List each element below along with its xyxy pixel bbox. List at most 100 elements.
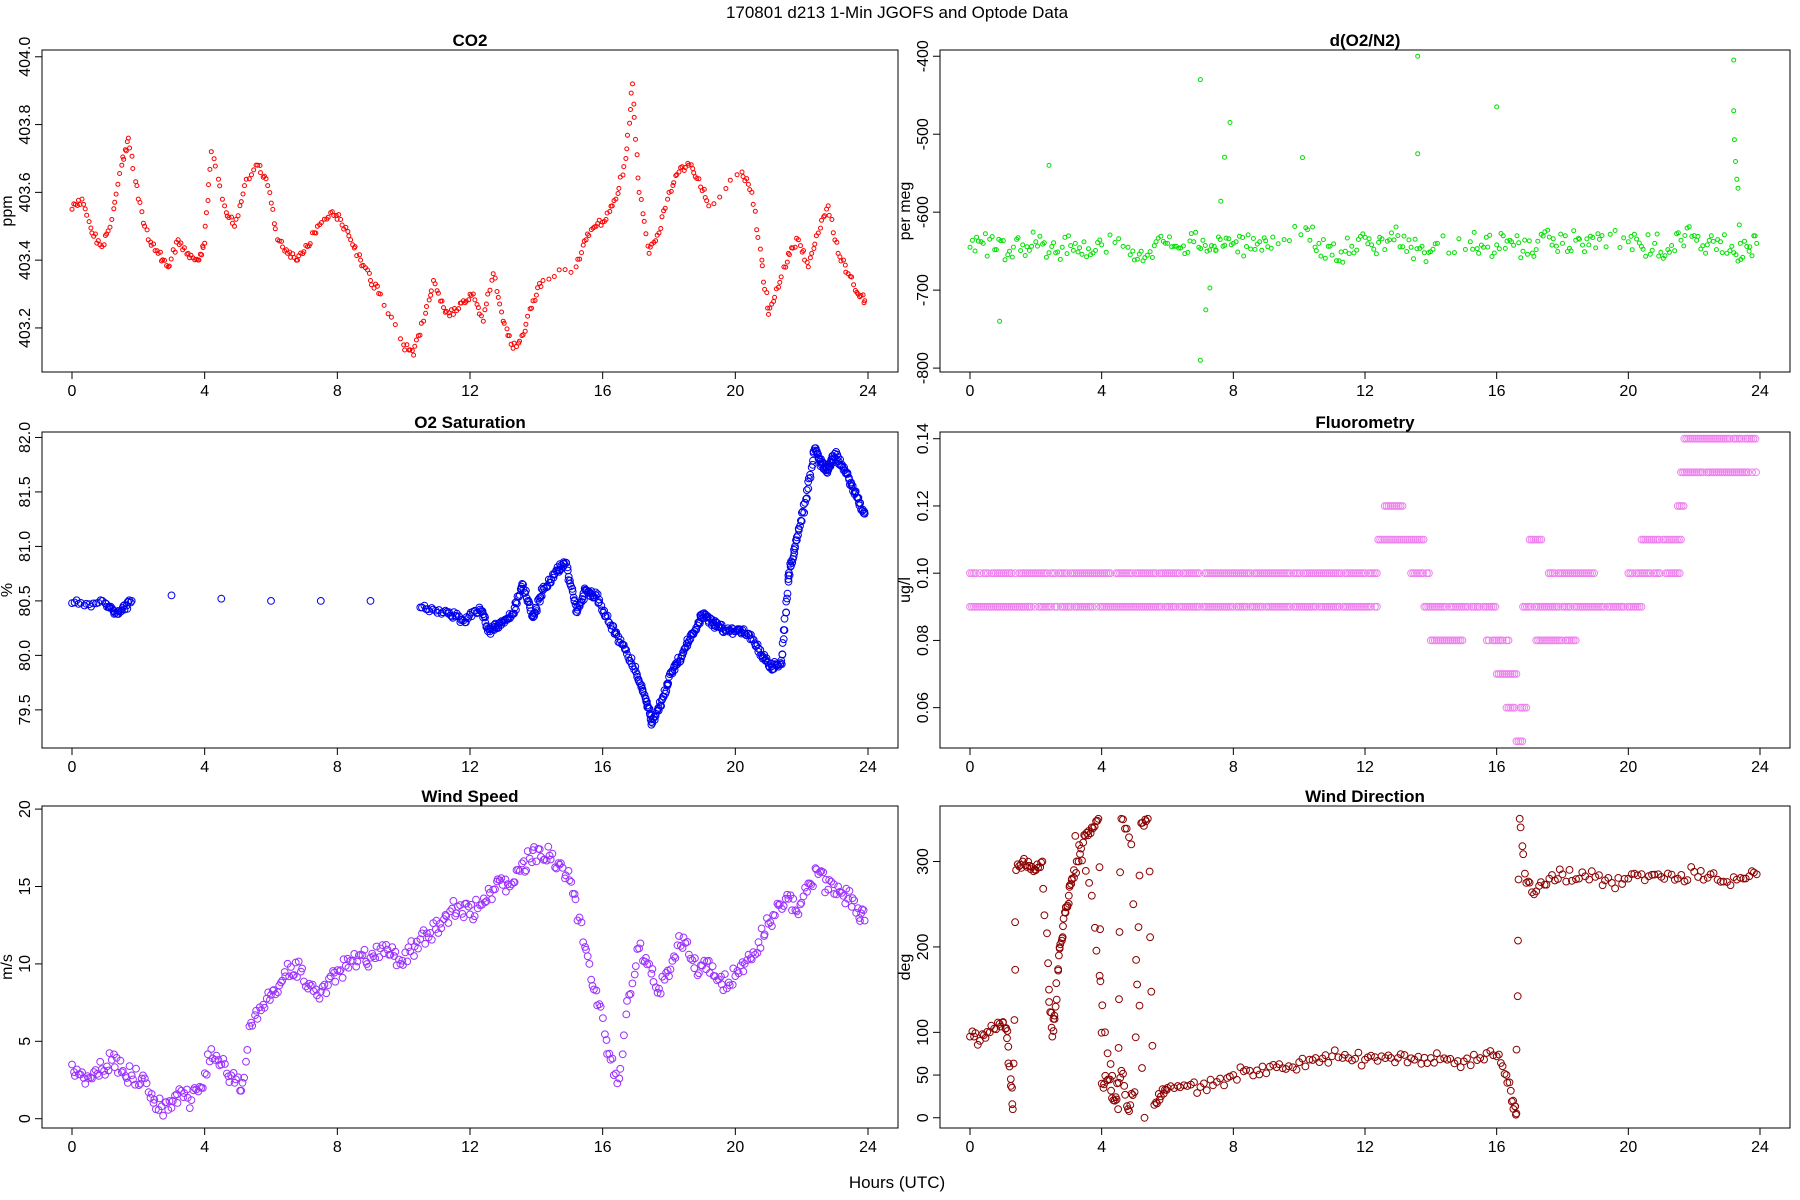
data-point (1114, 569, 1122, 578)
data-point (196, 257, 202, 263)
data-point (1612, 228, 1618, 233)
data-point (1268, 245, 1274, 251)
data-point (1222, 154, 1227, 160)
x-tick-label: 20 (726, 383, 744, 400)
data-point (280, 244, 285, 250)
data-point (1130, 248, 1136, 254)
data-point (1382, 502, 1391, 510)
data-point (1580, 602, 1589, 611)
x-tick-label: 8 (1229, 383, 1238, 400)
data-point (1669, 535, 1677, 544)
data-point (995, 602, 1004, 611)
data-point (1467, 239, 1473, 245)
data-point (1119, 1069, 1127, 1078)
data-point (1373, 251, 1379, 257)
data-point (1147, 987, 1156, 996)
data-point (1120, 602, 1128, 611)
data-point (575, 256, 581, 262)
data-point (1068, 569, 1077, 578)
data-point (293, 973, 301, 981)
data-point (1487, 232, 1493, 238)
data-point (1388, 535, 1396, 544)
data-point (791, 906, 800, 915)
data-point (616, 185, 622, 191)
data-point (1129, 900, 1138, 909)
data-point (780, 626, 789, 634)
data-point (1353, 602, 1361, 611)
data-point (1019, 602, 1028, 611)
data-point (1220, 1081, 1228, 1090)
data-point (1057, 936, 1066, 945)
data-point (1354, 247, 1360, 253)
data-point (1511, 1102, 1520, 1111)
data-point (1667, 569, 1676, 578)
data-point (1179, 569, 1188, 578)
data-point (120, 154, 126, 160)
data-point (488, 895, 496, 904)
data-point (773, 286, 779, 292)
data-point (1139, 569, 1148, 578)
data-point (1084, 827, 1093, 835)
data-point (139, 209, 145, 215)
data-point (570, 890, 579, 898)
y-tick-label: 15 (17, 878, 34, 896)
data-point (1584, 236, 1590, 242)
data-point (1692, 434, 1700, 443)
data-point (822, 213, 828, 219)
data-point (968, 602, 976, 611)
data-point (1248, 602, 1257, 611)
data-point (1191, 569, 1199, 578)
x-tick-label: 12 (1356, 383, 1374, 400)
data-point (633, 670, 641, 679)
data-point (653, 988, 662, 997)
data-point (123, 1079, 132, 1087)
data-point (238, 199, 244, 205)
data-point (466, 297, 472, 303)
series-points (68, 842, 869, 1120)
y-tick-label: 300 (915, 848, 932, 875)
data-point (1114, 1044, 1123, 1052)
data-point (90, 1068, 98, 1076)
y-axis-label: per meg (897, 182, 914, 241)
data-point (636, 939, 645, 948)
data-point (95, 238, 101, 244)
data-point (1568, 876, 1576, 885)
data-point (1480, 1055, 1488, 1064)
data-point (767, 305, 773, 311)
data-point (1502, 703, 1511, 712)
data-point (1157, 602, 1166, 611)
data-point (131, 1080, 140, 1089)
data-point (573, 916, 582, 925)
data-point (785, 571, 794, 580)
data-point (761, 279, 766, 285)
data-point (1662, 253, 1668, 259)
data-point (631, 114, 637, 120)
data-point (1209, 1081, 1217, 1090)
data-point (270, 206, 276, 212)
data-point (1514, 936, 1522, 945)
data-point (1072, 857, 1081, 866)
data-point (1504, 703, 1513, 712)
data-point (1430, 246, 1436, 252)
data-point (404, 342, 410, 348)
data-point (392, 322, 398, 328)
data-point (519, 585, 528, 593)
data-point (1085, 879, 1093, 887)
data-point (1578, 569, 1587, 578)
data-point (385, 951, 394, 959)
data-point (567, 878, 576, 886)
data-point (490, 271, 496, 277)
data-point (1207, 285, 1213, 291)
data-point (354, 253, 360, 259)
data-point (481, 618, 490, 627)
data-point (338, 973, 347, 982)
data-point (798, 243, 803, 249)
data-point (1587, 867, 1596, 876)
data-point (544, 842, 553, 851)
data-point (1347, 602, 1356, 611)
data-point (233, 216, 239, 222)
data-point (519, 857, 528, 866)
data-point (1079, 251, 1085, 257)
data-point (1349, 243, 1355, 249)
data-point (86, 219, 92, 225)
